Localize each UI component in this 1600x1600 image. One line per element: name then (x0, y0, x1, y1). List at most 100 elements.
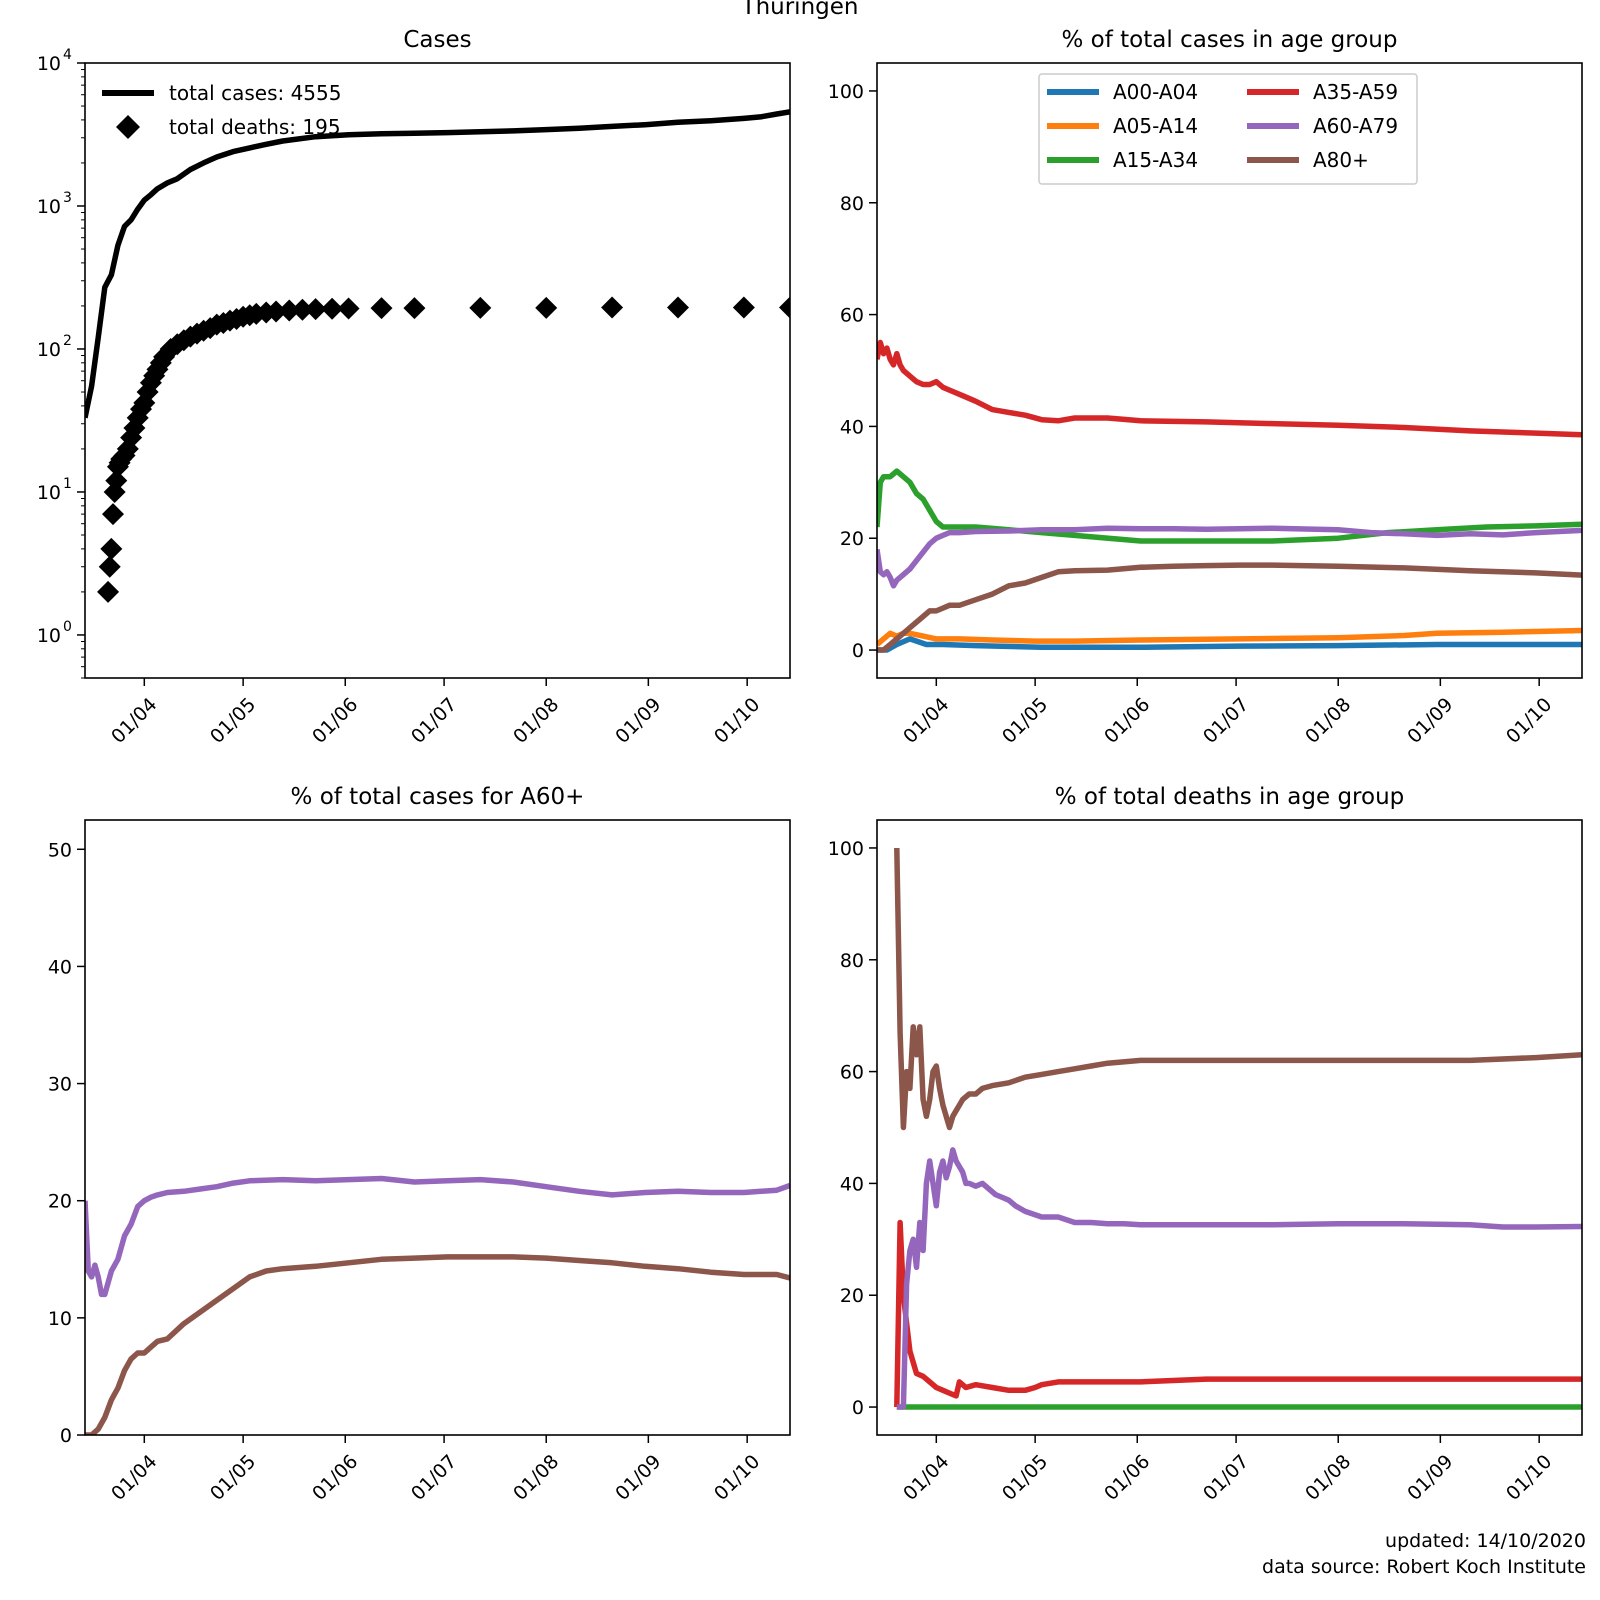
legend-swatch-deaths (116, 115, 140, 139)
x-tick-label: 01/09 (611, 1451, 665, 1505)
legend: total cases: 4555 total deaths: 195 (102, 81, 341, 139)
plot-area (85, 1175, 790, 1435)
series-line-a80- (877, 562, 1582, 653)
x-tick-label: 01/05 (206, 1451, 260, 1505)
plot-area (894, 847, 1582, 1410)
death-marker (321, 297, 344, 320)
x-tick-label: 01/06 (1100, 1451, 1154, 1505)
legend-label: A15-A34 (1113, 148, 1198, 172)
series-line-a60-a79 (85, 1175, 790, 1298)
series-line-total-cases-4555 (85, 109, 790, 419)
x-tick-label: 01/07 (1199, 1451, 1253, 1505)
x-tick-label: 01/09 (611, 694, 665, 748)
y-tick-label: 0 (60, 1425, 72, 1447)
x-tick-label: 01/08 (1301, 694, 1355, 748)
death-marker (370, 297, 393, 320)
death-marker (732, 296, 755, 319)
x-tick-label: 01/06 (1100, 694, 1154, 748)
legend-label: A80+ (1313, 148, 1369, 172)
x-tick-label: 01/05 (206, 694, 260, 748)
y-tick-label: 80 (840, 193, 864, 215)
death-marker (535, 296, 558, 319)
series-line-a60-a79 (896, 1147, 1582, 1410)
chart-title: Cases (403, 27, 471, 53)
death-marker (666, 296, 689, 319)
death-marker (97, 580, 120, 603)
panel-pct-cases: % of total cases in age group 01/04 01/05 0… (828, 27, 1583, 748)
footer: updated: 14/10/2020 data source: Robert … (1262, 1528, 1586, 1580)
y-tick-exponent: 4 (63, 47, 72, 63)
panel-cases: Cases 01/04 01/05 01/06 01/07 01/08 01/09 01/10… (37, 27, 791, 748)
series-line-a80- (85, 1254, 790, 1435)
footer-updated: updated: 14/10/2020 (1385, 1530, 1586, 1552)
plot-frame (876, 62, 1583, 679)
x-tick-label: 01/10 (1502, 1451, 1556, 1505)
x-tick-label: 01/08 (1301, 1451, 1355, 1505)
y-tick-exponent: 2 (63, 333, 72, 349)
y-tick-label: 10 (37, 196, 61, 218)
y-tick-exponent: 3 (63, 190, 72, 206)
x-tick-label: 01/06 (308, 694, 362, 748)
series-line-a80- (894, 847, 1582, 1131)
y-tick-exponent: 1 (63, 476, 72, 492)
y-tick-label: 40 (840, 1173, 864, 1195)
x-tick-label: 01/04 (107, 694, 161, 748)
death-marker (98, 555, 121, 578)
death-marker (291, 298, 314, 321)
death-marker (337, 297, 360, 320)
y-tick-label: 100 (828, 81, 864, 103)
figure-title: Thüringen (741, 0, 859, 20)
y-tick-label: 50 (48, 839, 72, 861)
plot-frame (84, 62, 791, 679)
series-line-a00-a04 (877, 636, 1582, 653)
x-tick-label: 01/09 (1403, 1451, 1457, 1505)
y-tick-label: 10 (37, 482, 61, 504)
y-tick-label: 80 (840, 950, 864, 972)
death-marker (304, 298, 327, 321)
x-tick-label: 01/07 (407, 694, 461, 748)
death-marker (102, 503, 125, 526)
y-tick-exponent: 0 (63, 619, 72, 635)
legend-label: A00-A04 (1113, 80, 1198, 104)
legend-box (1038, 73, 1418, 185)
plot-frame (84, 819, 791, 1436)
x-tick-label: 01/09 (1403, 694, 1457, 748)
y-tick-label: 60 (840, 305, 864, 327)
death-marker (265, 300, 288, 323)
death-marker (403, 297, 426, 320)
x-tick-label: 01/05 (998, 1451, 1052, 1505)
death-marker (469, 296, 492, 319)
legend-label: A35-A59 (1313, 80, 1398, 104)
death-marker (779, 296, 790, 319)
series-line-a60-a79 (877, 525, 1582, 589)
y-tick-label: 20 (840, 528, 864, 550)
x-tick-label: 01/04 (899, 694, 953, 748)
panel-pct-a60: % of total cases for A60+ 01/04 01/05 01/06… (48, 784, 791, 1505)
y-tick-label: 10 (37, 53, 61, 75)
legend: A00-A04 A05-A14 A15-A34 A35-A59 A60-A79 A80+ (1038, 73, 1418, 185)
plot-area (85, 109, 790, 603)
chart-title: % of total cases for A60+ (291, 784, 585, 810)
legend-label: A60-A79 (1313, 114, 1398, 138)
y-tick-label: 20 (840, 1285, 864, 1307)
y-tick-label: 20 (48, 1191, 72, 1213)
x-tick-label: 01/10 (710, 694, 764, 748)
x-tick-label: 01/08 (509, 694, 563, 748)
y-tick-label: 30 (48, 1074, 72, 1096)
plot-area (877, 339, 1582, 653)
y-tick-label: 100 (828, 838, 864, 860)
y-tick-label: 10 (37, 625, 61, 647)
death-marker (278, 299, 301, 322)
x-tick-label: 01/05 (998, 694, 1052, 748)
y-tick-label: 40 (840, 416, 864, 438)
x-tick-label: 01/06 (308, 1451, 362, 1505)
y-tick-label: 10 (48, 1308, 72, 1330)
x-tick-label: 01/10 (710, 1451, 764, 1505)
death-marker (601, 296, 624, 319)
x-tick-label: 01/08 (509, 1451, 563, 1505)
legend-label: total deaths: 195 (169, 115, 341, 139)
x-tick-label: 01/07 (1199, 694, 1253, 748)
x-tick-label: 01/10 (1502, 694, 1556, 748)
death-marker (100, 537, 123, 560)
